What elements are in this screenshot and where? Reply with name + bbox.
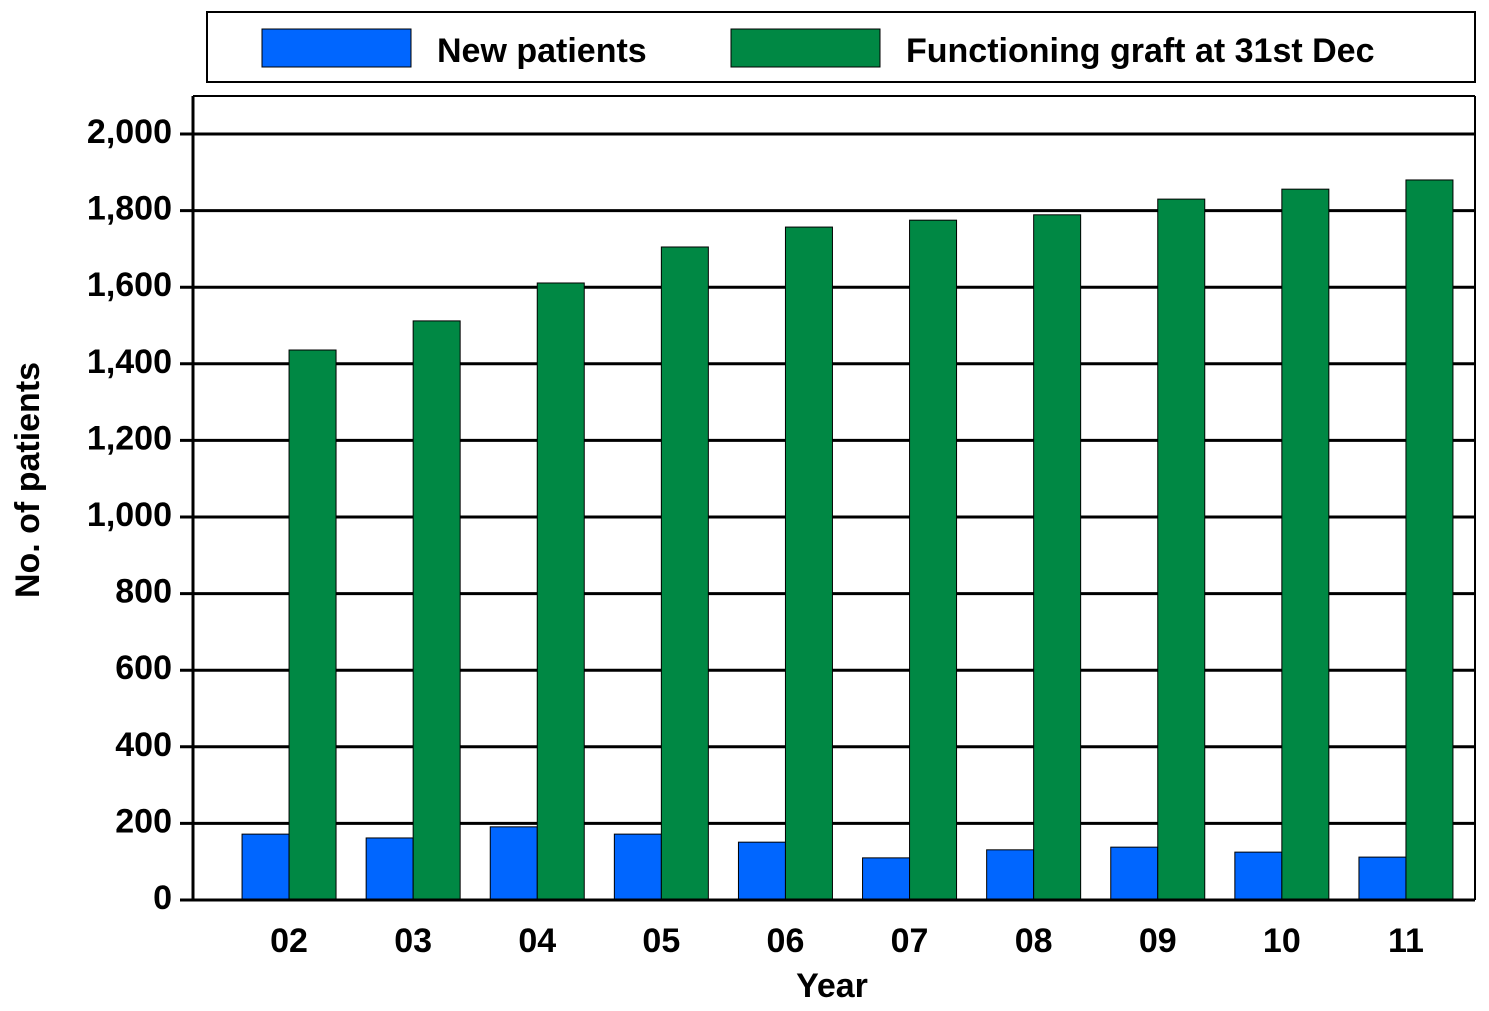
y-tick-label: 1,200	[87, 419, 172, 457]
x-tick-label: 03	[394, 922, 432, 960]
bar	[1281, 188, 1330, 901]
bar	[536, 282, 585, 901]
y-axis-title: No. of patients	[9, 362, 47, 598]
legend-label: Functioning graft at 31st Dec	[906, 32, 1375, 70]
bar	[241, 833, 290, 901]
y-tick-label: 600	[115, 649, 172, 687]
y-tick-label: 1,400	[87, 343, 172, 381]
y-tick-label: 0	[153, 879, 172, 917]
x-tick-label: 02	[270, 922, 308, 960]
bar	[1033, 214, 1082, 901]
y-tick-label: 1,000	[87, 496, 172, 534]
bar	[288, 349, 337, 901]
y-tick-label: 2,000	[87, 113, 172, 151]
bar	[862, 857, 911, 901]
bar	[1358, 856, 1407, 901]
x-tick-label: 10	[1263, 922, 1301, 960]
bar	[1234, 851, 1283, 901]
bar	[986, 849, 1035, 901]
bar	[613, 833, 662, 901]
x-axis-title: Year	[796, 967, 868, 1005]
bar	[909, 219, 958, 901]
x-tick-label: 11	[1388, 922, 1424, 960]
y-tick-label: 400	[115, 726, 172, 764]
bar	[784, 226, 833, 901]
x-tick-label: 08	[1015, 922, 1053, 960]
y-tick-label: 200	[115, 802, 172, 840]
bar	[737, 841, 786, 901]
bar	[412, 320, 461, 901]
bar	[365, 837, 414, 901]
bar	[489, 826, 538, 901]
legend-label: New patients	[437, 32, 647, 70]
bar	[660, 246, 709, 901]
legend-box	[206, 11, 1476, 83]
bar	[1157, 198, 1206, 901]
y-tick-label: 1,600	[87, 266, 172, 304]
x-tick-label: 04	[518, 922, 556, 960]
legend-swatch	[730, 28, 881, 68]
y-tick-label: 800	[115, 573, 172, 611]
y-tick-label: 1,800	[87, 190, 172, 228]
x-tick-label: 09	[1139, 922, 1177, 960]
bar	[1110, 846, 1159, 901]
x-tick-label: 05	[642, 922, 680, 960]
bar	[1405, 179, 1454, 901]
x-tick-label: 06	[767, 922, 805, 960]
legend-swatch	[261, 28, 412, 68]
x-tick-label: 07	[891, 922, 929, 960]
